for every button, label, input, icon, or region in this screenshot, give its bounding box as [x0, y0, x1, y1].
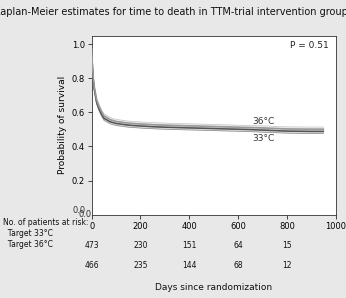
Text: 15: 15 [282, 241, 292, 250]
Text: 235: 235 [133, 261, 148, 270]
Text: 466: 466 [84, 261, 99, 270]
Text: 151: 151 [182, 241, 197, 250]
Text: Days since randomization: Days since randomization [155, 283, 272, 292]
Text: 12: 12 [282, 261, 292, 270]
Text: 230: 230 [133, 241, 148, 250]
Text: 68: 68 [233, 261, 243, 270]
Text: 36°C: 36°C [253, 117, 275, 126]
Text: Target 36°C: Target 36°C [3, 240, 53, 249]
Text: P = 0.51: P = 0.51 [290, 41, 328, 50]
Y-axis label: Probability of survival: Probability of survival [58, 76, 67, 174]
Text: No. of patients at risk:: No. of patients at risk: [3, 218, 89, 226]
Text: 0.0: 0.0 [79, 210, 92, 219]
Text: 33°C: 33°C [253, 134, 275, 142]
Text: 64: 64 [233, 241, 243, 250]
Text: 473: 473 [84, 241, 99, 250]
Text: 144: 144 [182, 261, 197, 270]
Text: 0.0: 0.0 [73, 206, 86, 215]
Text: Target 33°C: Target 33°C [3, 229, 53, 238]
Text: Kaplan-Meier estimates for time to death in TTM-trial intervention groups: Kaplan-Meier estimates for time to death… [0, 7, 346, 18]
